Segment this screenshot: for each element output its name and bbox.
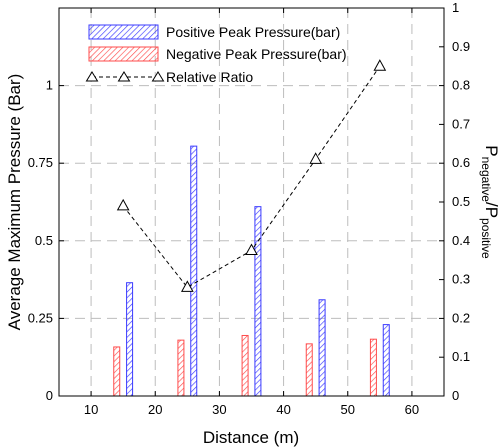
y2-title-sub2: positive [479,218,493,259]
x-tick-label: 60 [405,402,419,417]
y2-tick-label: 0.3 [452,272,470,287]
legend-marker-3 [151,71,165,82]
y2-tick-label: 0.8 [452,78,470,93]
y-tick-label: 0.75 [28,155,53,170]
y2-tick-label: 0.9 [452,39,470,54]
bar-negative [241,334,249,397]
y2-tick-label: 1 [452,0,459,15]
axis-ticks: 10 20 30 40 50 6000.250.50.75100.10.20.30.40.… [28,0,470,417]
bars [113,145,390,397]
ratio-line [116,59,387,292]
bar-negative [369,338,377,397]
legend-marker-1 [85,71,99,82]
x-tick-label: 40 [276,402,290,417]
y-tick-label: 1 [46,78,53,93]
x-tick-label: 30 [212,402,226,417]
ratio-marker [116,198,130,211]
bar-positive [126,282,134,397]
y2-axis-title: Pnegative/Ppositive [479,145,500,259]
bar-positive [254,206,262,397]
y-tick-label: 0.5 [35,233,53,248]
x-tick-label: 50 [341,402,355,417]
ratio-marker [245,243,258,255]
y2-tick-label: 0 [452,388,459,403]
bar-positive [318,299,326,397]
y2-tick-label: 0.7 [452,116,470,131]
y-tick-label: 0.25 [28,310,53,325]
y2-tick-label: 0.2 [452,310,470,325]
x-tick-label: 10 [84,402,98,417]
y2-tick-label: 0.1 [452,349,470,364]
grid-lines [59,8,444,396]
bar-positive [190,145,198,397]
bar-negative [305,343,313,397]
ratio-marker [180,280,194,292]
y2-tick-label: 0.6 [452,155,470,170]
legend-label-negative: Negative Peak Pressure(bar) [166,46,347,62]
legend-label-positive: Positive Peak Pressure(bar) [166,24,340,40]
bar-negative [177,339,185,397]
legend-swatch-positive [88,24,159,40]
legend-swatch-negative [88,46,159,62]
ratio-marker [309,152,323,164]
y2-title-p1: P [482,145,500,156]
legend-label-ratio: Relative Ratio [166,69,253,85]
y2-tick-label: 0.5 [452,194,470,209]
bar-positive [382,324,390,397]
legend-marker-2 [117,71,131,82]
y2-tick-label: 0.4 [452,233,470,248]
y-axis-title: Average Maximum Pressure (Bar) [5,74,24,331]
legend: Positive Peak Pressure(bar) Negative Pea… [85,24,347,85]
x-axis-title: Distance (m) [203,428,299,447]
ratio-marker [373,59,387,71]
y2-title-slash: /P [482,202,500,218]
y2-title-sub1: negative [479,157,493,203]
x-tick-label: 20 [148,402,162,417]
y-tick-label: 0 [46,388,53,403]
bar-negative [113,346,121,397]
